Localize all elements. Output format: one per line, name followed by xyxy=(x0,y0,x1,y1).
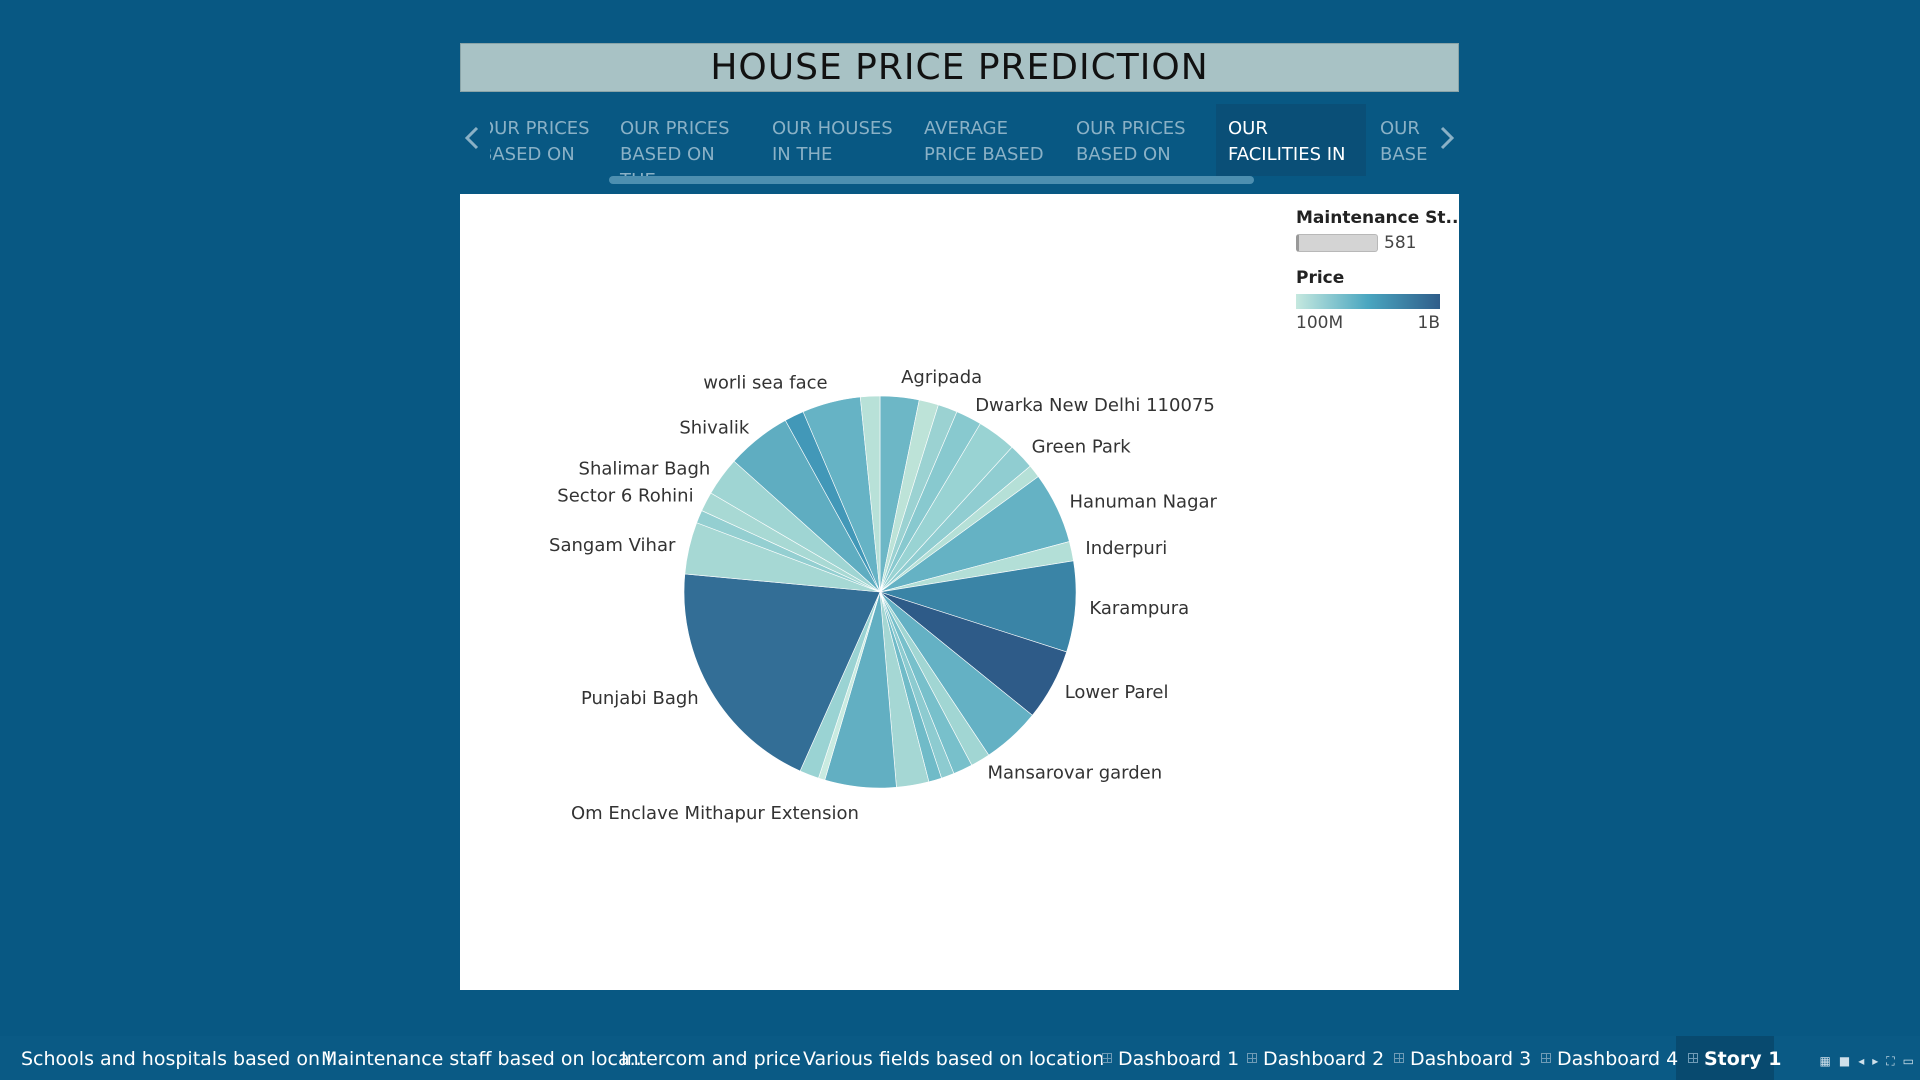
color-legend-title: Price xyxy=(1296,268,1345,288)
dashboard-title: HOUSE PRICE PREDICTION xyxy=(710,47,1209,88)
story-point-1[interactable]: OUR PRICES BASED ON xyxy=(490,104,618,176)
size-legend-row: 581 xyxy=(1296,232,1446,254)
sheet-tab-label: Story 1 xyxy=(1704,1048,1782,1070)
story-point-caption-line1: OUR PRICES xyxy=(620,118,730,139)
chevron-left-icon xyxy=(464,126,479,150)
story-point-caption-line2: FACILITIES IN xyxy=(1228,144,1346,165)
dashboard-grid-icon xyxy=(1394,1053,1404,1063)
story-prev-button[interactable] xyxy=(460,122,484,154)
pie-slice-label: Shivalik xyxy=(679,418,750,439)
sheet-tab[interactable]: Dashboard 1 xyxy=(1102,1048,1239,1070)
pie-slice-label: Inderpuri xyxy=(1085,538,1167,559)
sheet-tab[interactable]: Intercom and price xyxy=(621,1048,801,1070)
story-next-button[interactable] xyxy=(1435,122,1459,154)
sheet-tab-label: Various fields based on location xyxy=(803,1048,1105,1070)
story-point-caption-line2: BASED ON THE xyxy=(620,144,715,176)
chevron-right-icon xyxy=(1440,126,1455,150)
sheet-tab[interactable]: Dashboard 2 xyxy=(1247,1048,1384,1070)
sheet-tab-label: Dashboard 1 xyxy=(1118,1048,1240,1070)
dashboard-grid-icon xyxy=(1541,1053,1551,1063)
color-legend-labels: 100M 1B xyxy=(1296,313,1440,333)
pie-slice-label: Punjabi Bagh xyxy=(581,688,699,709)
story-point-5[interactable]: OUR PRICES BASED ON xyxy=(1064,104,1214,176)
story-point-caption-line1: OUR PRICES xyxy=(490,118,590,139)
sheet-tab[interactable]: Schools and hospitals based on l... xyxy=(21,1048,350,1070)
sheet-tab-label: Dashboard 2 xyxy=(1263,1048,1385,1070)
pie-slice-label: Sangam Vihar xyxy=(549,535,676,556)
fullscreen-icon[interactable]: ⛶ xyxy=(1886,1054,1895,1068)
dashboard-grid-icon xyxy=(1688,1053,1698,1063)
pie-slice-label: Green Park xyxy=(1032,437,1132,458)
color-legend-max: 1B xyxy=(1417,313,1440,333)
sheet-tab-label: Maintenance staff based on loca... xyxy=(321,1048,648,1070)
story-point-canvas: Agripada Dwarka New Delhi 110075 Green Par… xyxy=(460,194,1459,990)
pie-slice-label: worli sea face xyxy=(703,373,827,394)
pie-slice-label: Mansarovar garden xyxy=(988,762,1163,783)
sheet-tab[interactable]: Dashboard 4 xyxy=(1541,1048,1678,1070)
story-point-caption-line2: BASED ON xyxy=(1076,144,1171,165)
story-point-caption-line1: OUR HOUSES xyxy=(772,118,893,139)
pie-slice[interactable] xyxy=(859,395,881,593)
sheet-tab[interactable]: Maintenance staff based on loca... xyxy=(321,1048,648,1070)
story-point-caption-line2: BASED ON xyxy=(490,144,575,165)
story-scrollbar[interactable] xyxy=(609,176,1254,184)
story-point-caption-line2: IN THE xyxy=(772,144,833,165)
story-points-viewport: OUR PRICES BASED ON OUR PRICES BASED ON THE… xyxy=(490,100,1429,176)
filmstrip-icon[interactable]: ■ xyxy=(1838,1054,1851,1068)
sheet-sorter-icon[interactable]: ▦ xyxy=(1819,1054,1831,1068)
next-sheet-icon[interactable]: ▸ xyxy=(1872,1054,1879,1068)
story-navigator: OUR PRICES BASED ON OUR PRICES BASED ON THE… xyxy=(460,100,1459,190)
color-legend-min: 100M xyxy=(1296,313,1344,333)
presentation-icon[interactable]: ▭ xyxy=(1902,1054,1914,1068)
pie-slice-label: Agripada xyxy=(901,367,982,388)
pie-slice-label: Dwarka New Delhi 110075 xyxy=(975,395,1215,416)
story-point-3[interactable]: OUR HOUSES IN THE xyxy=(760,104,910,176)
pie-chart: Agripada Dwarka New Delhi 110075 Green Par… xyxy=(549,367,1218,824)
prev-sheet-icon[interactable]: ◂ xyxy=(1858,1054,1865,1068)
pie-slice-label: Sector 6 Rohini xyxy=(557,485,693,506)
pie-slice-label: Lower Parel xyxy=(1065,682,1169,703)
size-legend-value: 581 xyxy=(1384,233,1417,253)
sheet-tab-label: Intercom and price xyxy=(621,1048,801,1070)
dashboard-grid-icon xyxy=(1102,1053,1112,1063)
story-point-2[interactable]: OUR PRICES BASED ON THE xyxy=(608,104,758,176)
pie-slice-label: Shalimar Bagh xyxy=(579,458,711,479)
size-legend-title: Maintenance St.. xyxy=(1296,208,1459,228)
pie-slice-label: Karampura xyxy=(1089,598,1189,619)
pie-slice[interactable] xyxy=(683,573,881,772)
sheet-tab[interactable]: Various fields based on location xyxy=(803,1048,1104,1070)
sheet-tab[interactable]: Dashboard 3 xyxy=(1394,1048,1531,1070)
story-point-caption-line2: PRICE BASED xyxy=(924,144,1044,165)
color-legend-gradient xyxy=(1296,294,1440,309)
story-point-caption-line1: AVERAGE xyxy=(924,118,1008,139)
story-point-caption-line2: BASED xyxy=(1380,144,1429,165)
sheet-tab-label: Dashboard 4 xyxy=(1557,1048,1679,1070)
dashboard-grid-icon xyxy=(1247,1053,1257,1063)
story-point-caption-line1: OUR PRICES xyxy=(1076,118,1186,139)
story-point-4[interactable]: AVERAGE PRICE BASED xyxy=(912,104,1062,176)
pie-slice-label: Hanuman Nagar xyxy=(1070,492,1218,513)
sheet-tab-bar: Schools and hospitals based on l... Maint… xyxy=(0,1036,1920,1080)
story-point-6[interactable]: OUR FACILITIES IN xyxy=(1216,104,1366,176)
tab-bar-controls: ▦ ■ ◂ ▸ ⛶ ▭ xyxy=(1820,1054,1915,1068)
pie-slice-label: Om Enclave Mithapur Extension xyxy=(571,803,859,824)
story-point-7[interactable]: OUR BASED xyxy=(1368,104,1429,176)
dashboard-title-bar: HOUSE PRICE PREDICTION xyxy=(460,43,1459,92)
sheet-tab-label: Schools and hospitals based on l... xyxy=(21,1048,350,1070)
sheet-tab-label: Dashboard 3 xyxy=(1410,1048,1532,1070)
story-point-caption-line1: OUR xyxy=(1380,118,1420,139)
story-point-caption-line1: OUR xyxy=(1228,118,1268,139)
size-legend-bar xyxy=(1296,234,1378,252)
legend: Maintenance St.. 581 Price 100M 1B xyxy=(1296,208,1459,333)
sheet-tab[interactable]: Story 1 xyxy=(1688,1048,1781,1070)
